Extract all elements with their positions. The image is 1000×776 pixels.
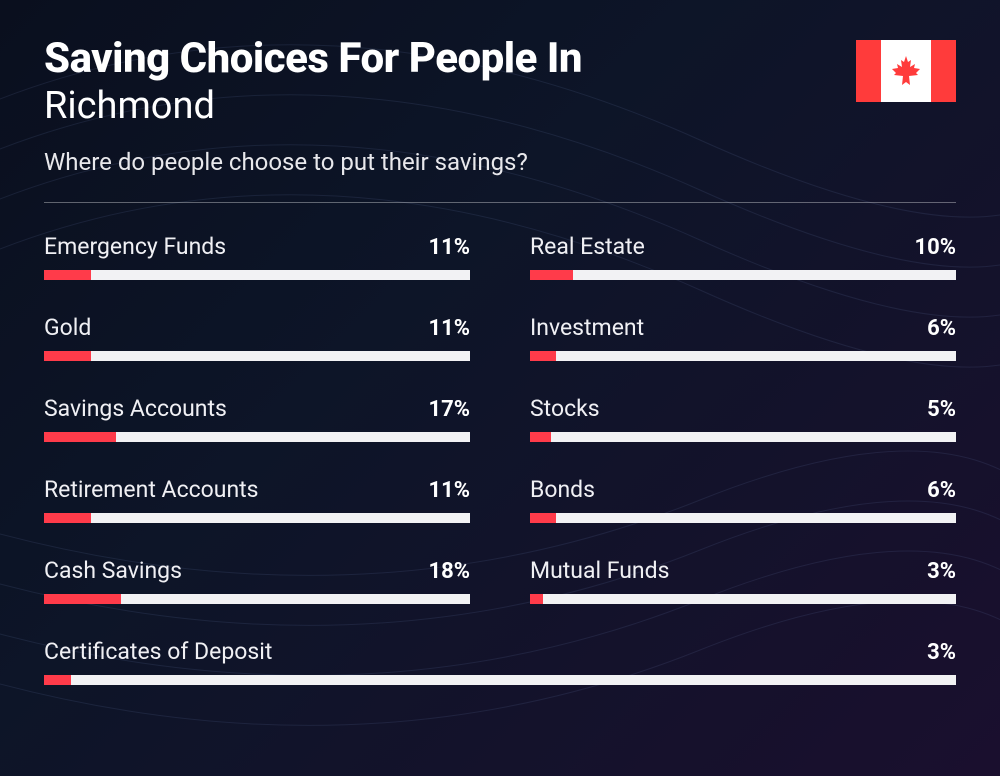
bar-item-head: Real Estate 10% [530,233,956,260]
bar-item: Gold 11% [44,314,470,361]
bar-value: 3% [927,640,956,665]
bar-item-head: Cash Savings 18% [44,557,470,584]
bar-track [44,351,470,361]
bar-value: 11% [428,478,470,503]
bar-fill [44,513,91,523]
bar-value: 5% [927,397,956,422]
bar-fill [44,270,91,280]
bar-item-head: Gold 11% [44,314,470,341]
bar-value: 18% [428,559,470,584]
bar-label: Investment [530,314,644,341]
bar-value: 11% [428,316,470,341]
bar-track [44,270,470,280]
bar-fill [530,513,556,523]
bar-track [530,513,956,523]
bar-item-head: Retirement Accounts 11% [44,476,470,503]
bar-track [44,432,470,442]
bar-track [44,675,956,685]
bar-item-head: Stocks 5% [530,395,956,422]
bar-fill [530,351,556,361]
bar-label: Stocks [530,395,600,422]
bar-fill [44,432,116,442]
bar-fill [44,351,91,361]
bar-fill [44,594,121,604]
bar-item: Real Estate 10% [530,233,956,280]
bar-fill [530,432,551,442]
bar-label: Real Estate [530,233,645,260]
bar-label: Bonds [530,476,595,503]
bar-item: Stocks 5% [530,395,956,442]
bar-label: Savings Accounts [44,395,227,422]
divider [44,202,956,203]
title-location: Richmond [44,84,856,130]
bar-label: Certificates of Deposit [44,638,272,665]
bar-item: Bonds 6% [530,476,956,523]
bars-grid: Emergency Funds 11% Real Estate 10% Gold 11% I… [44,233,956,685]
bar-label: Retirement Accounts [44,476,259,503]
bar-item: Cash Savings 18% [44,557,470,604]
bar-fill [530,594,543,604]
bar-label: Mutual Funds [530,557,669,584]
bar-item-head: Bonds 6% [530,476,956,503]
bar-item: Investment 6% [530,314,956,361]
header: Saving Choices For People In Richmond Wh… [44,36,956,176]
bar-track [44,513,470,523]
maple-leaf-icon [891,55,921,87]
bar-item: Savings Accounts 17% [44,395,470,442]
title-block: Saving Choices For People In Richmond Wh… [44,36,856,176]
bar-label: Gold [44,314,91,341]
bar-item: Certificates of Deposit 3% [44,638,956,685]
bar-item: Emergency Funds 11% [44,233,470,280]
bar-label: Emergency Funds [44,233,226,260]
bar-track [530,594,956,604]
bar-track [530,351,956,361]
bar-track [530,432,956,442]
bar-fill [44,675,71,685]
bar-value: 11% [428,235,470,260]
bar-item-head: Savings Accounts 17% [44,395,470,422]
bar-label: Cash Savings [44,557,182,584]
infographic-root: Saving Choices For People In Richmond Wh… [0,0,1000,715]
bar-item-head: Investment 6% [530,314,956,341]
subtitle: Where do people choose to put their savi… [44,148,856,176]
bar-item: Retirement Accounts 11% [44,476,470,523]
bar-value: 17% [428,397,470,422]
bar-value: 3% [927,559,956,584]
bar-track [44,594,470,604]
bar-item-head: Certificates of Deposit 3% [44,638,956,665]
bar-value: 6% [927,316,956,341]
bar-value: 6% [927,478,956,503]
bar-value: 10% [914,235,956,260]
bar-track [530,270,956,280]
bar-item: Mutual Funds 3% [530,557,956,604]
bar-item-head: Emergency Funds 11% [44,233,470,260]
bar-item-head: Mutual Funds 3% [530,557,956,584]
canada-flag-icon [856,40,956,102]
title-line-1: Saving Choices For People In [44,36,856,82]
bar-fill [530,270,573,280]
